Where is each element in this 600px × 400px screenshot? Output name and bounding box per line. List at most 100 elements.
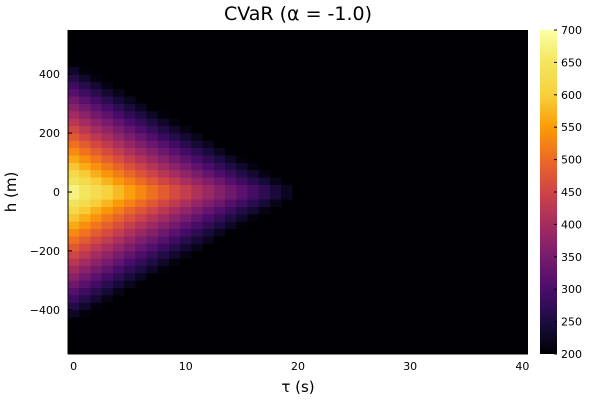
heatmap-cell	[213, 184, 226, 193]
heatmap-cell	[101, 258, 114, 266]
heatmap-cell	[236, 192, 248, 200]
heatmap-cell	[79, 243, 91, 252]
heatmap-cell	[281, 184, 293, 193]
heatmap-cell	[168, 236, 181, 244]
heatmap-cell	[157, 214, 170, 222]
heatmap-cell	[236, 184, 248, 193]
heatmap-cell	[180, 184, 192, 193]
heatmap-cell	[101, 221, 114, 230]
heatmap-cell	[168, 162, 181, 171]
heatmap-cell	[146, 184, 159, 193]
heatmap-cell	[90, 243, 102, 252]
heatmap-cell	[124, 147, 136, 156]
heatmap-cell	[157, 125, 170, 134]
heatmap-cell	[135, 177, 147, 185]
heatmap-cell	[79, 221, 91, 230]
heatmap-cell	[135, 192, 147, 200]
y-tick-label: 400	[39, 68, 60, 81]
heatmap-cell	[68, 111, 80, 119]
heatmap-cell	[112, 147, 125, 156]
heatmap-cell	[236, 214, 248, 222]
heatmap-cell	[112, 258, 125, 266]
heatmap-cell	[68, 162, 80, 171]
heatmap-cell	[135, 147, 147, 156]
heatmap-cell	[180, 133, 192, 141]
heatmap-cell	[124, 250, 136, 259]
heatmap-cell	[90, 258, 102, 266]
x-tick-label: 30	[403, 360, 417, 373]
heatmap-cell	[191, 221, 203, 230]
heatmap-cell	[146, 162, 159, 171]
heatmap-cell	[180, 206, 192, 215]
heatmap-cell	[135, 103, 147, 112]
heatmap-cell	[157, 140, 170, 149]
heatmap-cell	[168, 177, 181, 185]
heatmap-cell	[112, 287, 125, 296]
heatmap-cell	[90, 88, 102, 97]
heatmap-cell	[68, 81, 80, 90]
heatmap-cell	[112, 280, 125, 289]
heatmap-cell	[157, 228, 170, 237]
heatmap-cell	[168, 169, 181, 178]
heatmap-cell	[258, 206, 271, 215]
heatmap-cell	[112, 125, 125, 134]
heatmap-cell	[202, 169, 215, 178]
heatmap-cell	[202, 199, 215, 208]
heatmap-cell	[68, 295, 80, 303]
heatmap-cell	[225, 221, 237, 230]
heatmap-cell	[79, 236, 91, 244]
heatmap-cell	[112, 103, 125, 112]
heatmap-cell	[213, 206, 226, 215]
heatmap-cell	[124, 162, 136, 171]
heatmap-cell	[79, 192, 91, 200]
heatmap-cell	[269, 184, 282, 193]
heatmap-cell	[269, 192, 282, 200]
heatmap-cell	[101, 192, 114, 200]
heatmap-cell	[168, 250, 181, 259]
heatmap-cell	[180, 199, 192, 208]
heatmap-cell	[79, 133, 91, 141]
heatmap-cell	[68, 74, 80, 82]
heatmap-cell	[90, 111, 102, 119]
heatmap-cell	[236, 162, 248, 171]
heatmap-cell	[202, 206, 215, 215]
heatmap-cell	[157, 133, 170, 141]
colorbar	[540, 30, 557, 354]
heatmap-cell	[146, 140, 159, 149]
heatmap-cell	[191, 199, 203, 208]
heatmap-cell	[191, 147, 203, 156]
heatmap-cell	[135, 250, 147, 259]
heatmap-cell	[146, 273, 159, 281]
heatmap-cell	[281, 192, 293, 200]
heatmap-cell	[79, 147, 91, 156]
heatmap-cell	[180, 243, 192, 252]
heatmap-cell	[68, 206, 80, 215]
heatmap-cell	[90, 74, 102, 82]
heatmap-cell	[180, 228, 192, 237]
heatmap-cell	[112, 155, 125, 163]
heatmap-cell	[180, 125, 192, 134]
heatmap-cell	[146, 206, 159, 215]
heatmap-cell	[135, 273, 147, 281]
heatmap-cell	[168, 199, 181, 208]
heatmap-cell	[68, 228, 80, 237]
heatmap-cell	[213, 228, 226, 237]
heatmap-cell	[90, 287, 102, 296]
heatmap-cell	[90, 214, 102, 222]
heatmap-cell	[180, 147, 192, 156]
colorbar-tick-label: 250	[561, 316, 582, 329]
heatmap-cell	[157, 221, 170, 230]
heatmap-cell	[79, 287, 91, 296]
heatmap-cell	[168, 133, 181, 141]
heatmap-cell	[191, 184, 203, 193]
y-tick-label: −400	[30, 304, 60, 317]
heatmap-cell	[101, 228, 114, 237]
heatmap-cell	[68, 192, 80, 200]
heatmap-cell	[112, 140, 125, 149]
heatmap-cell	[168, 155, 181, 163]
heatmap-cell	[180, 177, 192, 185]
heatmap-cell	[258, 169, 271, 178]
heatmap-cell	[112, 206, 125, 215]
heatmap-cell	[124, 118, 136, 127]
heatmap-cell	[146, 265, 159, 274]
